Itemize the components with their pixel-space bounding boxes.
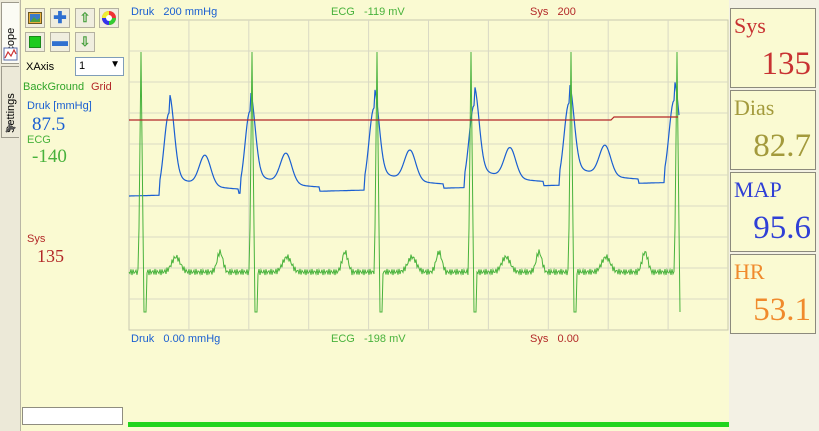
readout-sys: Sys 135 <box>730 8 816 88</box>
zoom-in-button[interactable]: ✚ <box>50 8 70 28</box>
readout-map: MAP 95.6 <box>730 172 816 252</box>
readout-dias-value: 82.7 <box>753 128 811 164</box>
druk-channel-label: Druk [mmHg] <box>27 100 92 112</box>
minus-icon: ▬ <box>52 33 68 50</box>
readout-hr-value: 53.1 <box>753 292 811 328</box>
vertical-tab-strip: Scope Settings <box>0 0 21 431</box>
status-field[interactable] <box>22 407 123 425</box>
image-button[interactable] <box>25 8 45 28</box>
chevron-down-icon: ▼ <box>110 59 120 70</box>
scope-svg <box>128 19 729 331</box>
image-icon <box>28 12 42 24</box>
readout-dias-name: Dias <box>734 95 775 120</box>
background-toggle[interactable]: BackGround <box>23 81 85 93</box>
top-sys-label: Sys 200 <box>530 6 576 18</box>
bottom-ecg-label: ECG -198 mV <box>331 333 406 345</box>
top-ecg-label: ECG -119 mV <box>331 6 405 18</box>
tab-settings[interactable]: Settings <box>1 66 19 138</box>
color-wheel-icon <box>102 11 116 25</box>
up-arrow-icon: ⇧ <box>79 10 91 25</box>
bottom-druk-label: Druk 0.00 mmHg <box>131 333 221 345</box>
sys-level-line <box>129 116 678 121</box>
plus-icon: ✚ <box>53 10 67 27</box>
sys-channel-value: 135 <box>37 246 64 266</box>
readout-map-value: 95.6 <box>753 210 811 246</box>
green-square-button[interactable] <box>25 32 45 52</box>
druk-channel-value: 87.5 <box>32 114 66 135</box>
grid-toggle[interactable]: Grid <box>91 81 112 93</box>
scope-icon <box>3 47 18 61</box>
scope-plot[interactable]: Druk 200 mmHg ECG -119 mV Sys 200 Druk 0… <box>128 0 729 431</box>
xaxis-select[interactable]: 1 ▼ <box>75 57 124 76</box>
wrench-icon <box>5 122 16 133</box>
readout-column: Sys 135 Dias 82.7 MAP 95.6 HR 53.1 <box>729 0 819 431</box>
top-druk-label: Druk 200 mmHg <box>131 6 218 18</box>
green-square-icon <box>29 36 41 48</box>
xaxis-label: XAxis <box>26 61 55 73</box>
move-up-button[interactable]: ⇧ <box>75 8 95 28</box>
zoom-out-button[interactable]: ▬ <box>50 32 70 52</box>
move-down-button[interactable]: ⇩ <box>75 32 95 52</box>
left-panel: ✚ ⇧ ▬ ⇩ XAxis 1 ▼ BackGround Grid Druk [… <box>21 0 128 431</box>
bottom-sys-label: Sys 0.00 <box>530 333 579 345</box>
readout-dias: Dias 82.7 <box>730 90 816 170</box>
readout-map-name: MAP <box>734 177 782 202</box>
ecg-channel-value: -140 <box>32 146 67 167</box>
down-arrow-icon: ⇩ <box>79 34 91 49</box>
tab-scope[interactable]: Scope <box>1 2 19 64</box>
readout-sys-value: 135 <box>761 46 812 82</box>
ecg-trace <box>128 51 681 313</box>
readout-hr: HR 53.1 <box>730 254 816 334</box>
pressure-trace <box>129 82 680 197</box>
color-button[interactable] <box>99 8 119 28</box>
xaxis-select-value: 1 <box>79 60 86 72</box>
ecg-channel-label: ECG <box>27 134 51 146</box>
readout-hr-name: HR <box>734 259 765 284</box>
readout-sys-name: Sys <box>734 13 766 38</box>
sys-channel-label: Sys <box>27 233 46 245</box>
status-progress-bar <box>128 422 816 427</box>
